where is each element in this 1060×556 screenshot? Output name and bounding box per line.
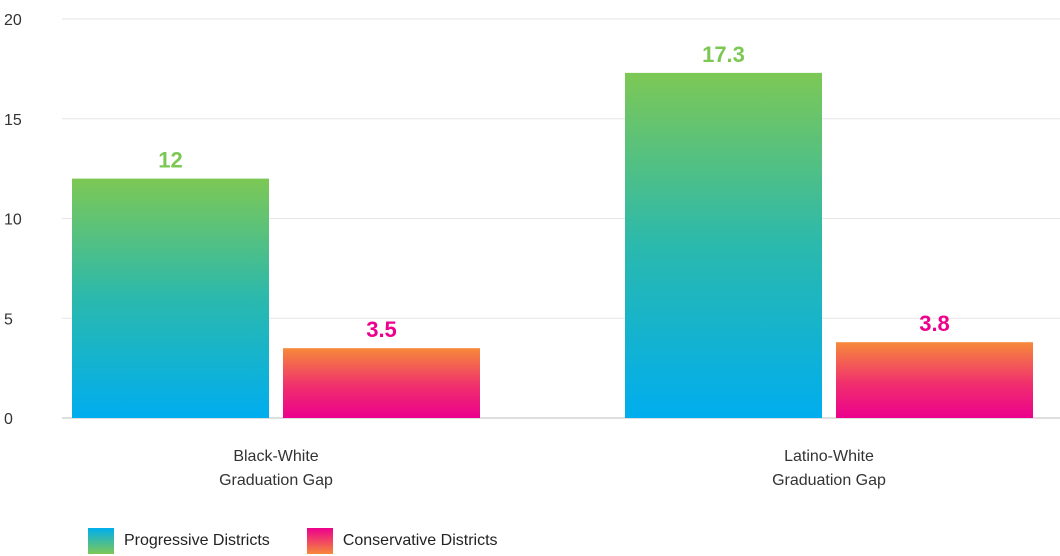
- bar-value-label: 3.8: [919, 311, 950, 336]
- legend-swatch-progressive: [88, 528, 114, 554]
- x-category-label: Graduation Gap: [772, 472, 886, 489]
- x-category-label: Graduation Gap: [219, 472, 333, 489]
- y-tick-label: 10: [4, 212, 22, 229]
- legend: Progressive Districts Conservative Distr…: [88, 528, 535, 554]
- bar-value-label: 12: [158, 148, 182, 173]
- legend-label-conservative: Conservative Districts: [342, 532, 498, 549]
- legend-item-conservative[interactable]: Conservative Districts: [306, 528, 498, 554]
- legend-item-progressive[interactable]: Progressive Districts: [88, 528, 270, 554]
- y-tick-label: 5: [4, 311, 13, 328]
- y-tick-label: 15: [4, 112, 22, 129]
- x-axis-categories: Black-White Graduation Gap Latino-White Gra…: [219, 448, 886, 489]
- y-tick-label: 20: [4, 12, 22, 29]
- value-labels: 12 3.5 17.3 3.8: [158, 42, 950, 342]
- bar-value-label: 3.5: [366, 317, 397, 342]
- bar-conservative-0: [283, 348, 480, 418]
- bar-value-label: 17.3: [702, 42, 745, 67]
- y-axis-ticks: 0 5 10 15 20: [4, 12, 22, 428]
- legend-label-progressive: Progressive Districts: [124, 532, 270, 549]
- x-category-label: Latino-White: [784, 448, 874, 465]
- bars: [72, 72, 1033, 419]
- y-tick-label: 0: [4, 411, 13, 428]
- bar-progressive-1: [625, 72, 822, 419]
- x-category-label: Black-White: [233, 448, 318, 465]
- legend-swatch-conservative: [306, 528, 333, 554]
- bar-conservative-1: [836, 342, 1033, 418]
- bar-progressive-0: [72, 178, 269, 418]
